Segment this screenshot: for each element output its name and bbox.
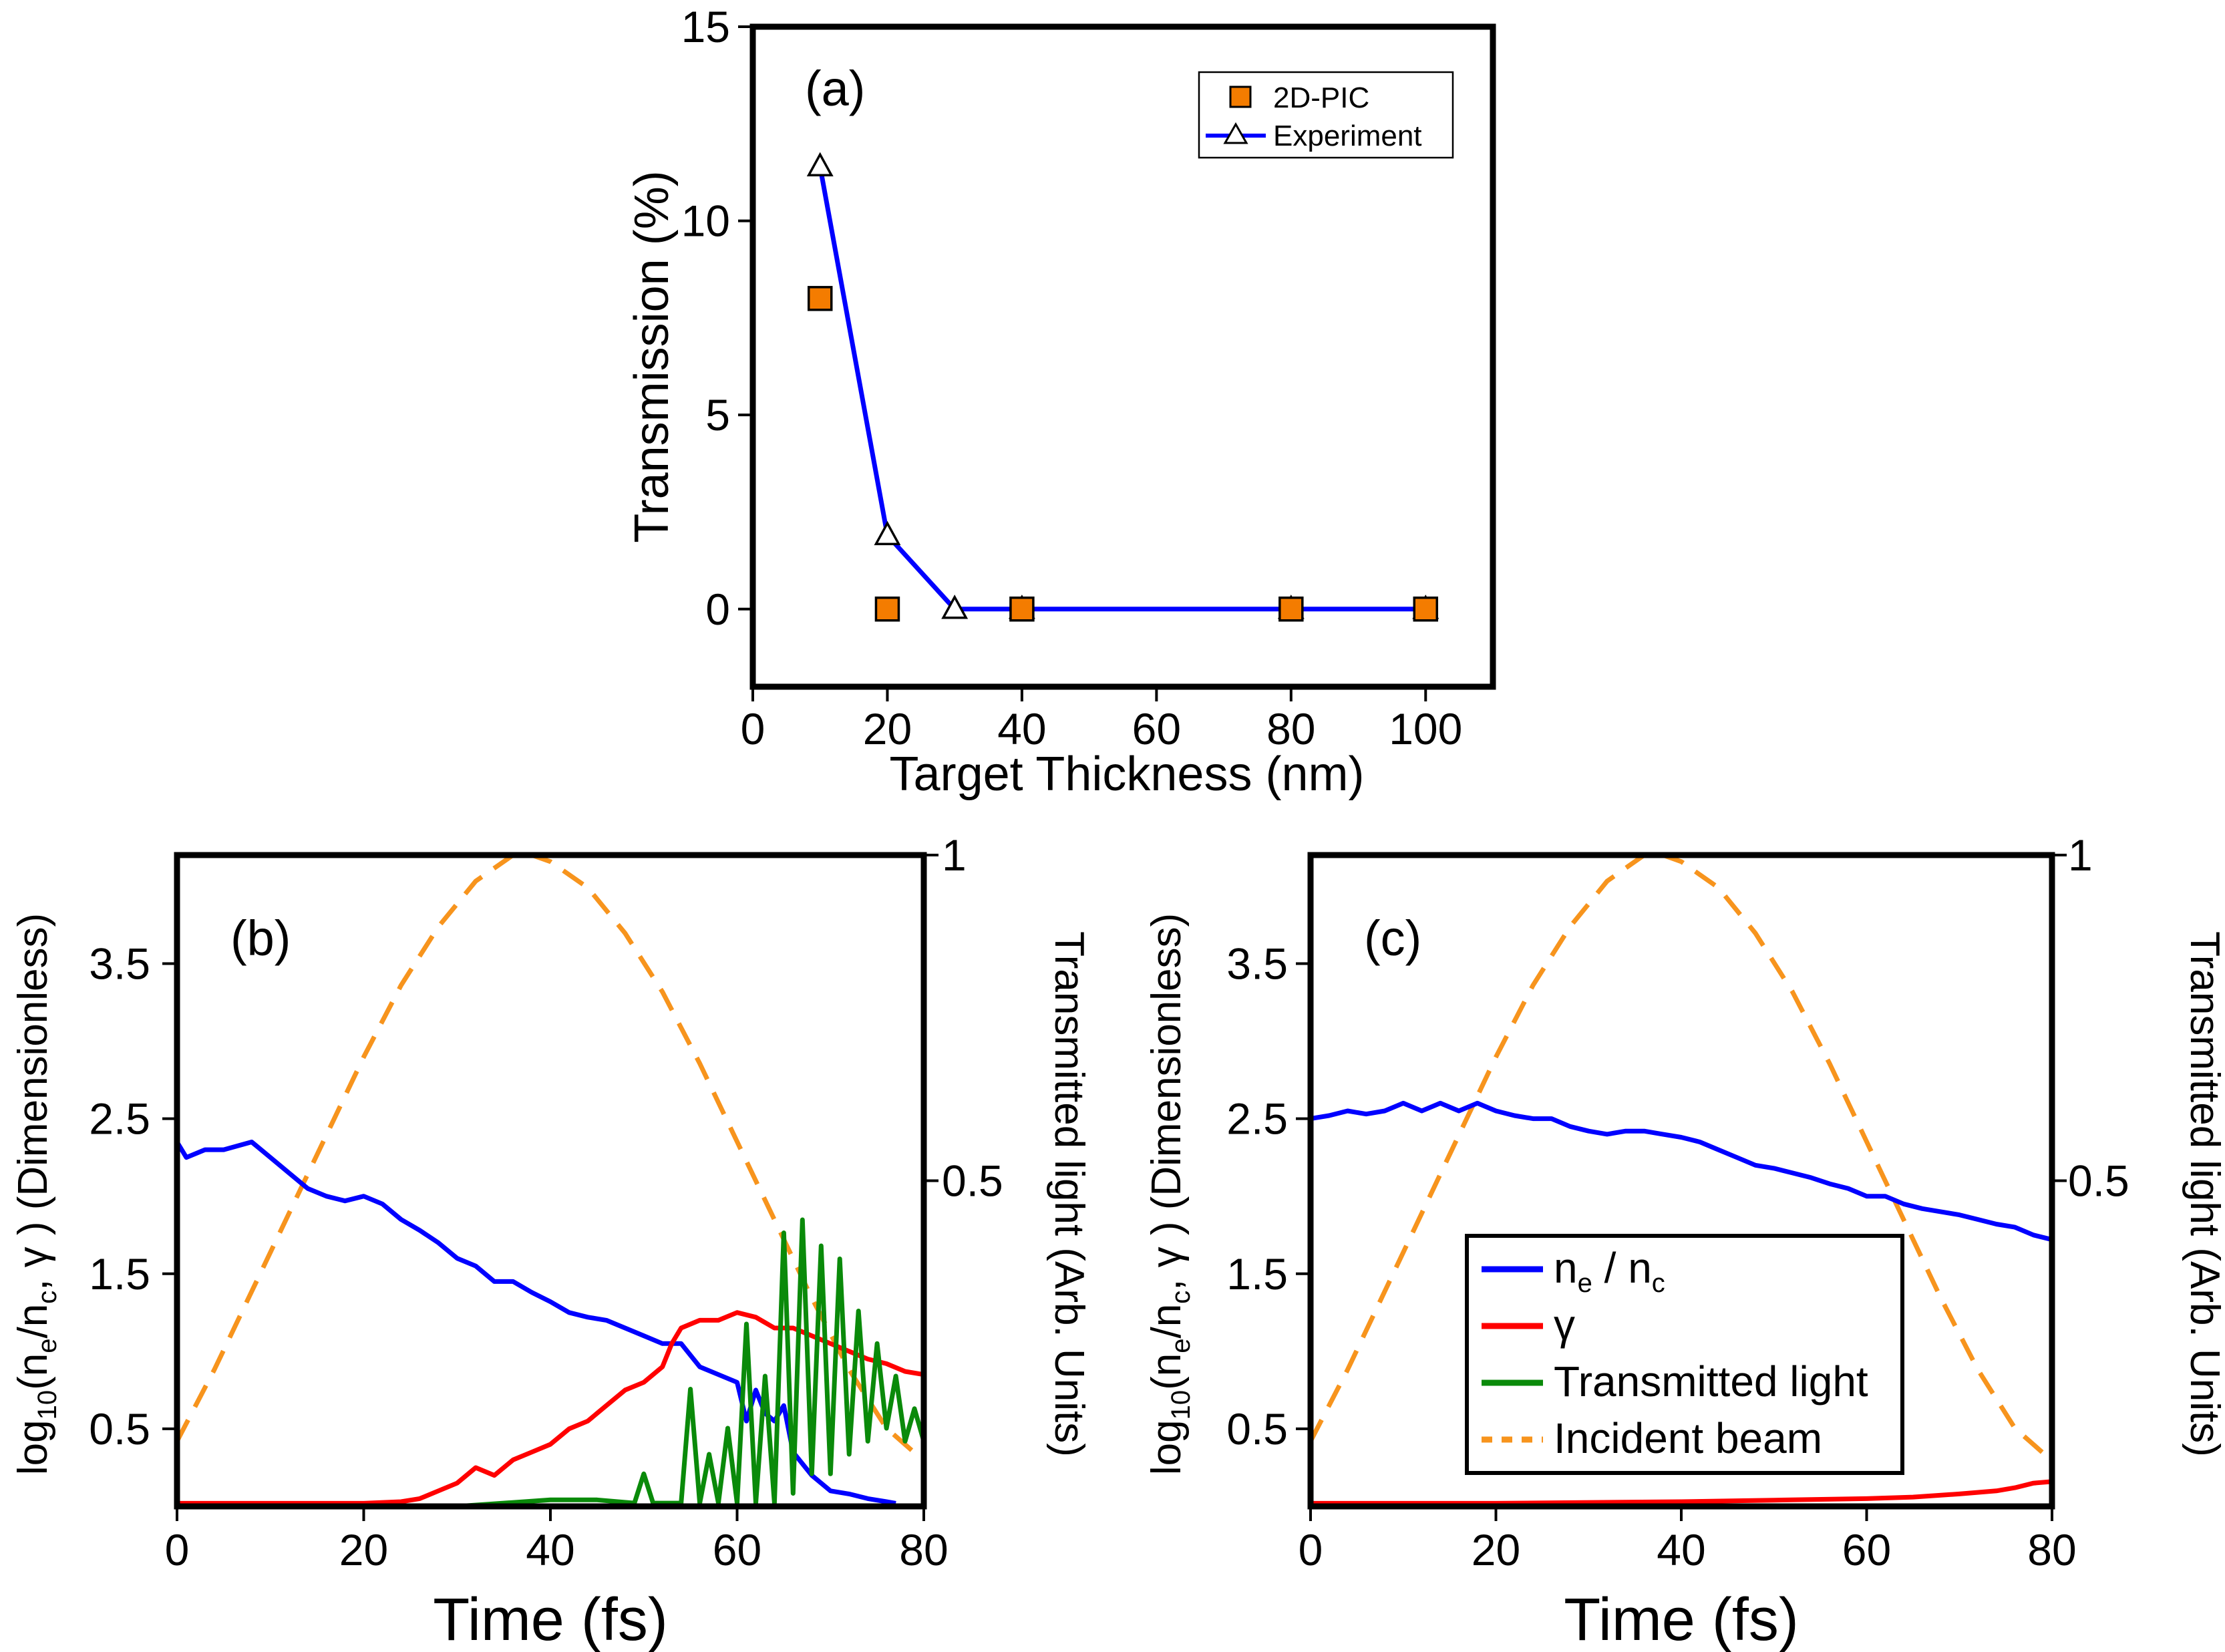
x-axis-title-b: Time (fs) xyxy=(433,1587,668,1652)
series-line-gamma xyxy=(1311,1479,2053,1506)
x-tick-label: 20 xyxy=(1472,1525,1520,1575)
experiment-point xyxy=(874,520,901,546)
series-line-incident xyxy=(1308,852,2054,1463)
x-axis-title-c: Time (fs) xyxy=(1564,1587,1799,1652)
legend-label-3: Incident beam xyxy=(1554,1414,1822,1462)
legend-label-2: Transmitted light xyxy=(1554,1357,1868,1406)
series-line-density xyxy=(1310,1100,2053,1243)
y-axis-title-a: Transmission (%) xyxy=(625,170,679,542)
legend-box-c xyxy=(1465,1234,1904,1475)
x-tick-label: 60 xyxy=(1842,1525,1891,1575)
y-left-tick-label: 1.5 xyxy=(1226,1249,1288,1299)
pic-point xyxy=(1009,597,1035,622)
y-tick-label: 0 xyxy=(705,585,730,634)
y-tick-label: 15 xyxy=(681,2,730,51)
x-axis-title-a: Target Thickness (nm) xyxy=(890,748,1365,801)
y-left-axis-title-b: log10(ne/nc, γ ) (Dimensionless) xyxy=(10,913,62,1475)
y-left-tick-label: 2.5 xyxy=(89,1094,150,1144)
x-tick-label: 0 xyxy=(165,1525,190,1575)
y-right-tick-label: 0.5 xyxy=(2068,1156,2129,1206)
x-tick-label: 80 xyxy=(1266,704,1315,754)
legend-label-1: γ xyxy=(1554,1301,1575,1349)
legend-label-0: ne / nc xyxy=(1554,1244,1665,1298)
x-tick-label: 40 xyxy=(997,704,1046,754)
pic-point xyxy=(1278,597,1304,622)
plot-frame-c xyxy=(1307,852,2055,1510)
x-tick-label: 80 xyxy=(899,1525,948,1575)
legend-a: 2D-PIC Experiment xyxy=(1198,71,1454,159)
y-left-tick-label: 0.5 xyxy=(89,1404,150,1454)
x-tick-label: 40 xyxy=(526,1525,574,1575)
y-left-tick-label: 0.5 xyxy=(1226,1404,1288,1454)
x-tick-label: 20 xyxy=(863,704,912,754)
experiment-point xyxy=(806,152,834,176)
x-tick-label: 60 xyxy=(713,1525,761,1575)
y-tick-label: 10 xyxy=(681,196,730,246)
y-right-tick-label: 1 xyxy=(2068,830,2093,880)
y-left-tick-label: 1.5 xyxy=(89,1249,150,1299)
y-left-tick-label: 3.5 xyxy=(1226,939,1288,989)
series-line-experiment xyxy=(818,166,1426,612)
y-right-tick-label: 0.5 xyxy=(942,1156,1003,1206)
y-right-axis-title-b: Transmitted light (Arb. Units) xyxy=(1046,931,1092,1457)
panel-label-c: (c) xyxy=(1364,911,1421,966)
pic-point xyxy=(807,286,833,311)
x-tick-label: 0 xyxy=(741,704,765,754)
x-tick-label: 100 xyxy=(1389,704,1462,754)
y-left-axis-title-c: log10(ne/nc, γ ) (Dimensionless) xyxy=(1144,913,1196,1475)
y-right-axis-title-c: Transmitted light (Arb. Units) xyxy=(2182,931,2225,1457)
experiment-point xyxy=(941,595,969,619)
panel-label-a: (a) xyxy=(805,61,865,116)
y-tick-label: 5 xyxy=(705,390,730,440)
series-line-transmitted xyxy=(177,1217,926,1509)
y-right-tick-label: 1 xyxy=(942,830,967,880)
plot-frame-b xyxy=(174,852,927,1510)
pic-point xyxy=(874,597,900,622)
x-tick-label: 0 xyxy=(1299,1525,1323,1575)
x-tick-label: 40 xyxy=(1657,1525,1705,1575)
panel-a: 0 20 40 60 80 100 0 5 10 15 (a) 2D-PIC Experiment Tar… xyxy=(625,2,1496,801)
series-line-density xyxy=(175,1140,896,1506)
panel-b: 0 20 40 60 80 0.5 1.5 2.5 3.5 0.5 1 (b) Time (fs) log… xyxy=(10,830,1092,1652)
y-left-tick-label: 2.5 xyxy=(1226,1094,1288,1144)
panel-c: 0 20 40 60 80 0.5 1.5 2.5 3.5 0.5 1 (c) Time (fs) log… xyxy=(1144,830,2225,1652)
legend-c: ne / ncγ Transmitted light Incident beam xyxy=(1465,1234,1904,1475)
pic-point xyxy=(1413,597,1439,622)
x-tick-label: 80 xyxy=(2027,1525,2076,1575)
plot-frame-a xyxy=(749,23,1496,690)
legend-swatch-experiment-marker xyxy=(1223,122,1248,144)
legend-label-pic: 2D-PIC xyxy=(1273,81,1369,114)
legend-label-experiment: Experiment xyxy=(1273,120,1422,152)
series-line-incident xyxy=(174,852,926,1463)
panel-label-b: (b) xyxy=(230,911,291,966)
x-tick-label: 60 xyxy=(1132,704,1181,754)
x-tick-label: 20 xyxy=(339,1525,388,1575)
y-left-tick-label: 3.5 xyxy=(89,939,150,989)
legend-swatch-pic xyxy=(1229,86,1252,108)
